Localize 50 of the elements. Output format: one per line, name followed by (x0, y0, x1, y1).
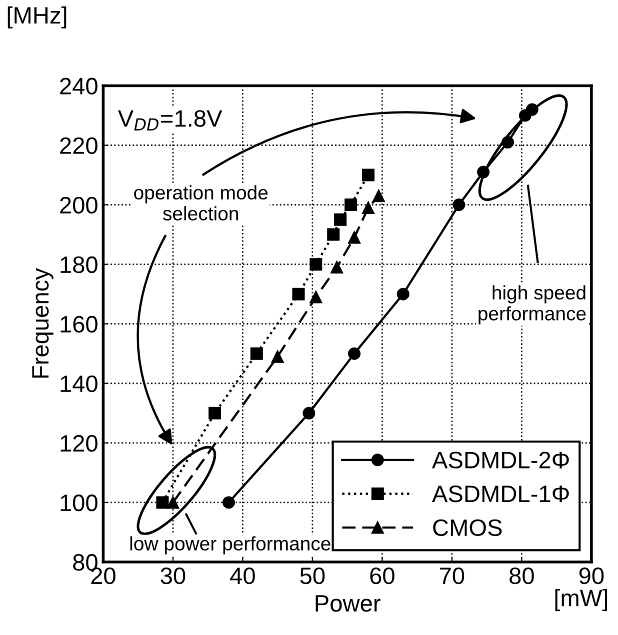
point (330, 261, 344, 274)
point (452, 198, 466, 212)
x-tick-label: 60 (370, 567, 394, 584)
point (477, 166, 490, 178)
point (271, 350, 284, 363)
y-tick-label: 140 (60, 375, 98, 392)
annotation: low power performance (130, 536, 330, 554)
x-axis-title: Power (316, 595, 380, 612)
legend-label: ASDMDL-1Φ (432, 486, 569, 502)
point (501, 136, 514, 149)
point (362, 168, 374, 182)
x-tick-label: 40 (230, 567, 255, 584)
point (310, 258, 322, 271)
point (292, 288, 305, 300)
point (222, 496, 235, 509)
annotation: high speed performance (478, 285, 586, 324)
point (310, 290, 322, 304)
text: [MHz] (8, 6, 66, 28)
point (156, 496, 169, 509)
point (362, 202, 374, 214)
text: [mW] (555, 589, 608, 612)
point (327, 228, 340, 241)
y-tick-label: 120 (60, 434, 98, 452)
y-tick-label: 240 (60, 78, 98, 95)
x-tick-label: 80 (510, 567, 534, 584)
y-tick-label: 160 (60, 316, 98, 333)
legend-label: CMOS (433, 519, 502, 536)
annotation: V$_{DD}$=1.8V (118, 110, 222, 130)
y-tick-label: 220 (60, 137, 98, 154)
point (396, 288, 410, 300)
y-tick-label: 100 (60, 494, 98, 512)
point (348, 347, 361, 360)
annotation: operation mode selection (134, 185, 268, 220)
point (208, 406, 222, 420)
point (348, 231, 361, 244)
y-tick-label: 180 (60, 256, 98, 274)
point (250, 347, 263, 360)
point (334, 213, 347, 226)
y-axis-title: Frequency (32, 268, 54, 378)
y-tick-label: 200 (60, 196, 98, 214)
legend-label: ASDMDL-2Φ (432, 452, 569, 468)
x-tick-label: 70 (440, 567, 464, 584)
x-tick-label: 50 (300, 567, 325, 584)
point (344, 198, 358, 212)
point (372, 190, 385, 202)
point (302, 406, 316, 420)
x-tick-label: 90 (579, 567, 604, 584)
x-tick-label: 30 (160, 567, 186, 584)
point (166, 496, 180, 509)
point (526, 103, 538, 116)
